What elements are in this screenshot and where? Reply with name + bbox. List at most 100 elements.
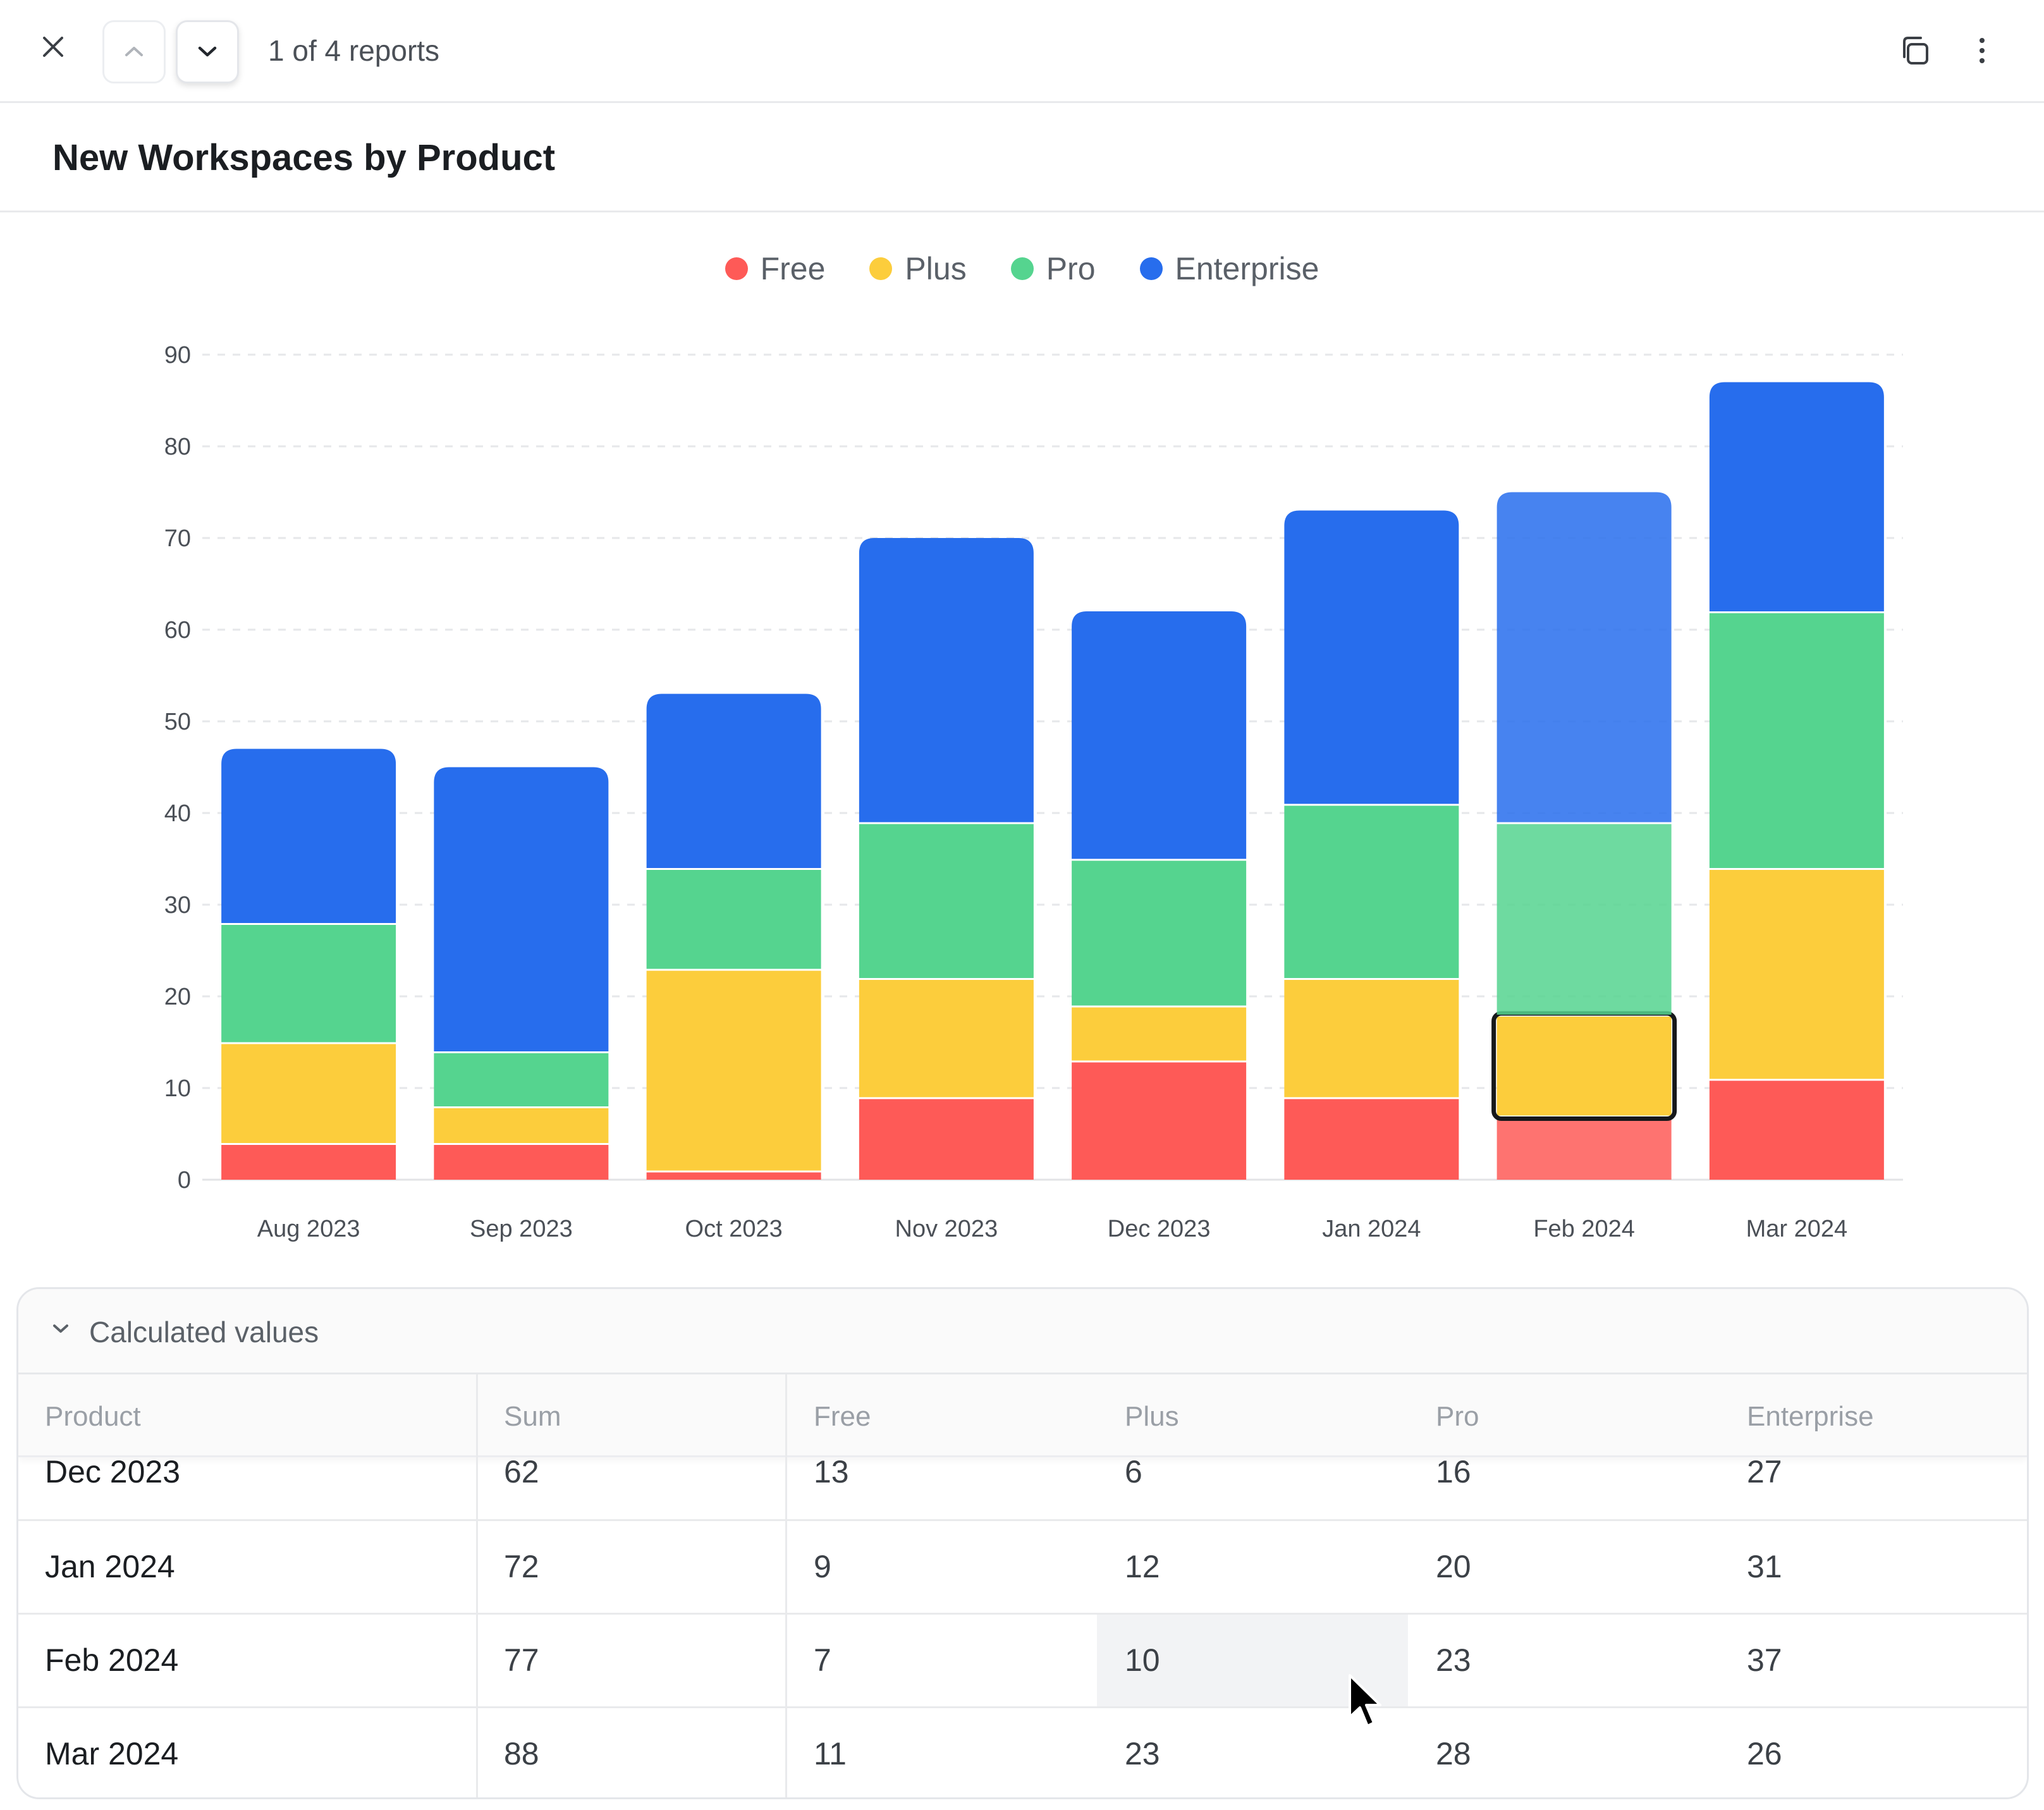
x-tick-label: Nov 2023: [895, 1216, 998, 1242]
cell-sum: 72: [504, 1549, 539, 1584]
cell-plus: 23: [1125, 1736, 1160, 1771]
legend-swatch-enterprise: [1139, 257, 1163, 280]
chevron-down-icon: [198, 46, 217, 57]
column-divider: [785, 1374, 787, 1797]
x-tick-label: Dec 2023: [1108, 1216, 1211, 1242]
bar-segment-plus[interactable]: [1072, 1007, 1247, 1061]
cell-pro: 28: [1436, 1736, 1471, 1771]
legend-item-plus[interactable]: Plus: [869, 250, 967, 287]
table-body[interactable]: Dec 2023 62 13 6 16 27 Jan 2024 72 9 12 …: [18, 1455, 2027, 1797]
table-row[interactable]: Jan 2024 72 9 12 20 31: [18, 1521, 2027, 1615]
legend-label: Plus: [905, 251, 967, 286]
bar-segment-pro[interactable]: [1072, 860, 1247, 1006]
bar-segment-plus[interactable]: [1284, 980, 1459, 1098]
copy-button[interactable]: [1889, 25, 1940, 76]
bar-segment-pro[interactable]: [1496, 824, 1672, 1015]
bar-segment-plus[interactable]: [859, 980, 1034, 1098]
legend-swatch-pro: [1010, 257, 1034, 280]
y-tick-label: 40: [164, 800, 191, 827]
cell-sum: 88: [504, 1736, 539, 1771]
bar-segment-free[interactable]: [1496, 1117, 1672, 1180]
previous-report-button[interactable]: [102, 20, 166, 83]
y-tick-label: 90: [164, 342, 191, 369]
bar-segment-plus[interactable]: [1709, 870, 1884, 1079]
report-counter: 1 of 4 reports: [268, 34, 440, 67]
column-divider: [476, 1374, 478, 1797]
column-header-pro[interactable]: Pro: [1436, 1401, 1479, 1432]
bar-segment-pro[interactable]: [221, 925, 396, 1043]
cell-product: Feb 2024: [45, 1642, 179, 1678]
x-tick-label: Feb 2024: [1533, 1216, 1635, 1242]
bar-segment-enterprise[interactable]: [434, 767, 609, 1052]
bar-segment-plus[interactable]: [1496, 1017, 1672, 1116]
y-tick-label: 50: [164, 709, 191, 735]
column-header-plus[interactable]: Plus: [1125, 1401, 1179, 1432]
bar-segment-enterprise[interactable]: [1709, 382, 1884, 612]
close-icon: [43, 37, 63, 57]
column-header-product[interactable]: Product: [45, 1401, 141, 1432]
legend-swatch-free: [725, 257, 748, 280]
table-row[interactable]: Mar 2024 88 11 23 28 26: [18, 1708, 2027, 1797]
table-row[interactable]: Dec 2023 62 13 6 16 27: [18, 1455, 2027, 1521]
more-options-button[interactable]: [1960, 25, 2004, 76]
bar-segment-free[interactable]: [859, 1099, 1034, 1180]
bar-segment-free[interactable]: [646, 1172, 821, 1180]
copy-icon: [1903, 37, 1928, 64]
legend-item-enterprise[interactable]: Enterprise: [1139, 250, 1319, 287]
x-tick-label: Sep 2023: [470, 1216, 573, 1242]
cell-enterprise: 27: [1747, 1455, 1782, 1489]
bar-segment-enterprise[interactable]: [1072, 611, 1247, 859]
report-header: New Workspaces by Product: [0, 103, 2044, 212]
bar-segment-enterprise[interactable]: [646, 694, 821, 869]
legend-label: Pro: [1046, 251, 1096, 286]
calculated-values-toggle[interactable]: Calculated values: [18, 1289, 2027, 1374]
bar-segment-free[interactable]: [1284, 1099, 1459, 1180]
legend-item-pro[interactable]: Pro: [1010, 250, 1096, 287]
column-header-sum[interactable]: Sum: [504, 1401, 561, 1432]
legend-item-free[interactable]: Free: [725, 250, 825, 287]
y-tick-label: 60: [164, 617, 191, 644]
bar-segment-plus[interactable]: [434, 1108, 609, 1143]
chevron-up-icon: [125, 47, 143, 56]
cell-free: 9: [814, 1549, 831, 1584]
bar-segment-enterprise[interactable]: [859, 538, 1034, 822]
chevron-down-icon: [53, 1324, 68, 1333]
bar-segment-free[interactable]: [1072, 1062, 1247, 1180]
bar-segment-plus[interactable]: [646, 970, 821, 1171]
bar-segment-free[interactable]: [221, 1145, 396, 1180]
bar-segment-free[interactable]: [1709, 1080, 1884, 1180]
legend-label: Enterprise: [1175, 251, 1319, 286]
x-tick-label: Mar 2024: [1746, 1216, 1848, 1242]
column-header-enterprise[interactable]: Enterprise: [1747, 1401, 1874, 1432]
cell-free: 11: [814, 1736, 847, 1771]
cell-free: 7: [814, 1642, 831, 1678]
legend-swatch-plus: [869, 257, 893, 280]
bar-segment-enterprise[interactable]: [221, 749, 396, 924]
bar-segment-pro[interactable]: [434, 1053, 609, 1106]
column-header-free[interactable]: Free: [814, 1401, 871, 1432]
bar-segment-plus[interactable]: [221, 1044, 396, 1144]
cell-plus[interactable]: 10: [1125, 1642, 1160, 1678]
bar-segment-pro[interactable]: [646, 870, 821, 969]
bar-segment-pro[interactable]: [1709, 613, 1884, 868]
close-button[interactable]: [28, 21, 78, 72]
bar-segment-pro[interactable]: [859, 824, 1034, 979]
panel-title: Calculated values: [89, 1316, 319, 1348]
cell-product: Dec 2023: [45, 1455, 181, 1489]
x-tick-label: Oct 2023: [685, 1216, 783, 1242]
bar-segment-enterprise[interactable]: [1284, 510, 1459, 804]
next-report-button[interactable]: [176, 20, 239, 83]
bar-segment-free[interactable]: [434, 1145, 609, 1180]
cell-sum: 62: [504, 1455, 539, 1489]
cell-pro: 20: [1436, 1549, 1471, 1584]
x-tick-label: Aug 2023: [257, 1216, 360, 1242]
table-row[interactable]: Feb 2024 77 7 10 23 37: [18, 1615, 2027, 1708]
cell-product: Mar 2024: [45, 1736, 179, 1771]
bar-segment-enterprise[interactable]: [1496, 492, 1672, 822]
bar-segment-pro[interactable]: [1284, 805, 1459, 979]
table-header: Product Sum Free Plus Pro Enterprise: [18, 1374, 2027, 1457]
cell-enterprise: 37: [1747, 1642, 1782, 1678]
y-tick-label: 20: [164, 984, 191, 1010]
chart-legend: Free Plus Pro Enterprise: [0, 250, 2044, 287]
